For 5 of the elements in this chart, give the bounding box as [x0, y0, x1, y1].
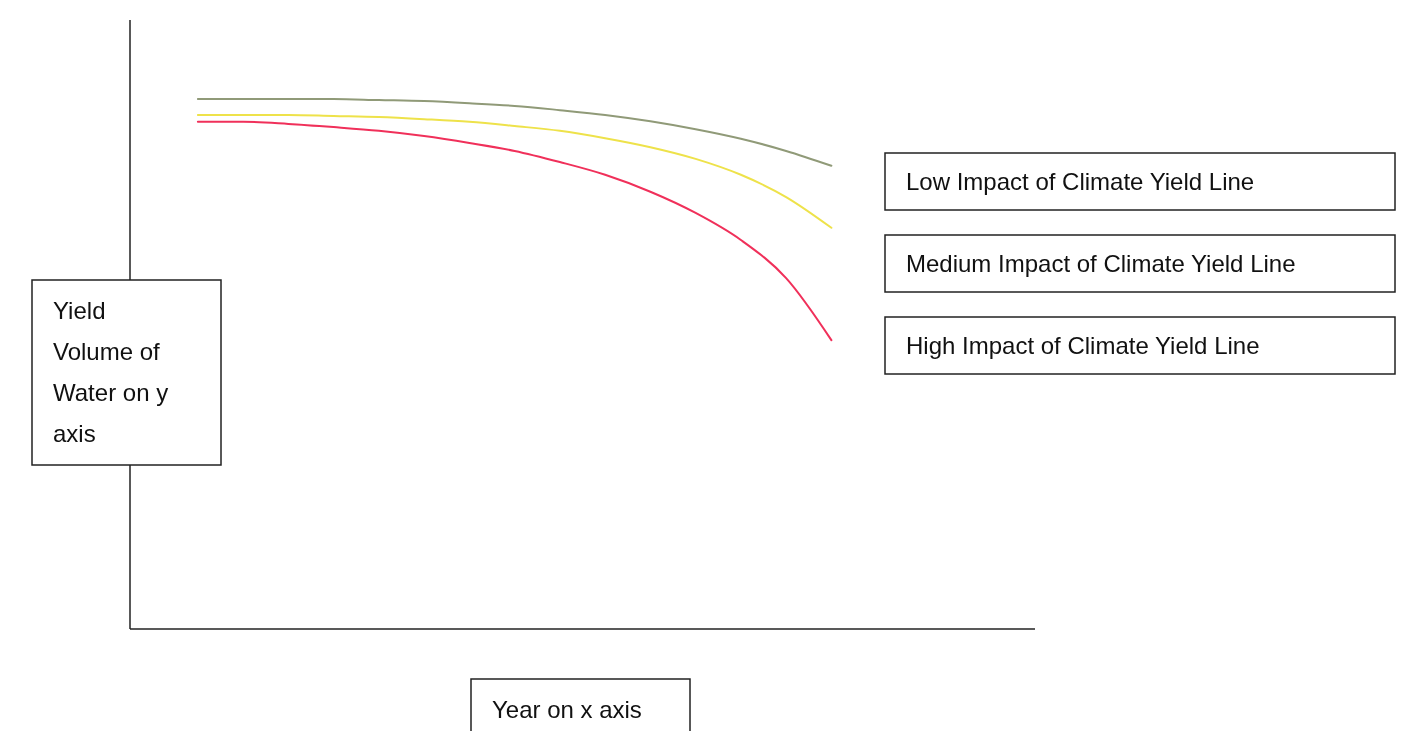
- text: High Impact of Climate Yield Line: [906, 332, 1260, 359]
- x-axis-title: Year on x axis: [492, 696, 642, 723]
- text: Low Impact of Climate Yield Line: [906, 168, 1255, 195]
- y-axis-title: Yield Volume of Water on y axis: [53, 297, 169, 447]
- text: Medium Impact of Climate Yield Line: [906, 250, 1296, 277]
